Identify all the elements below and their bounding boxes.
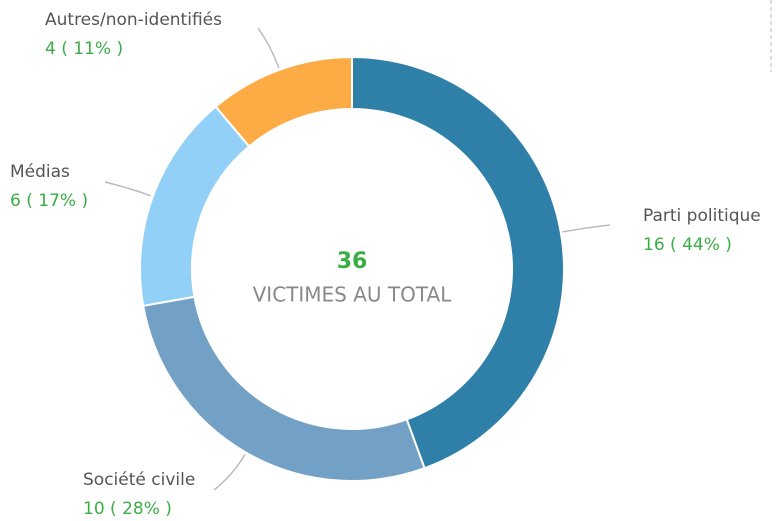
category-label: Médias (10, 162, 70, 182)
leader-line (257, 27, 280, 69)
value-label: 10 ( 28% ) (83, 499, 172, 519)
category-label: Autres/non-identifiés (45, 10, 222, 30)
value-label: 4 ( 11% ) (45, 39, 123, 59)
leader-line (562, 224, 611, 233)
category-label: Parti politique (643, 206, 761, 226)
slice (139, 105, 251, 307)
leader-line (104, 181, 152, 197)
category-label: Société civile (83, 470, 195, 490)
total: 36 (337, 249, 368, 274)
value-label: 6 ( 17% ) (10, 191, 88, 211)
center-label: VICTIMES AU TOTAL (253, 283, 453, 307)
leader-line (213, 453, 246, 491)
slice (142, 295, 426, 482)
value-label: 16 ( 44% ) (643, 235, 732, 255)
slice (214, 55, 353, 148)
slice (351, 55, 565, 470)
